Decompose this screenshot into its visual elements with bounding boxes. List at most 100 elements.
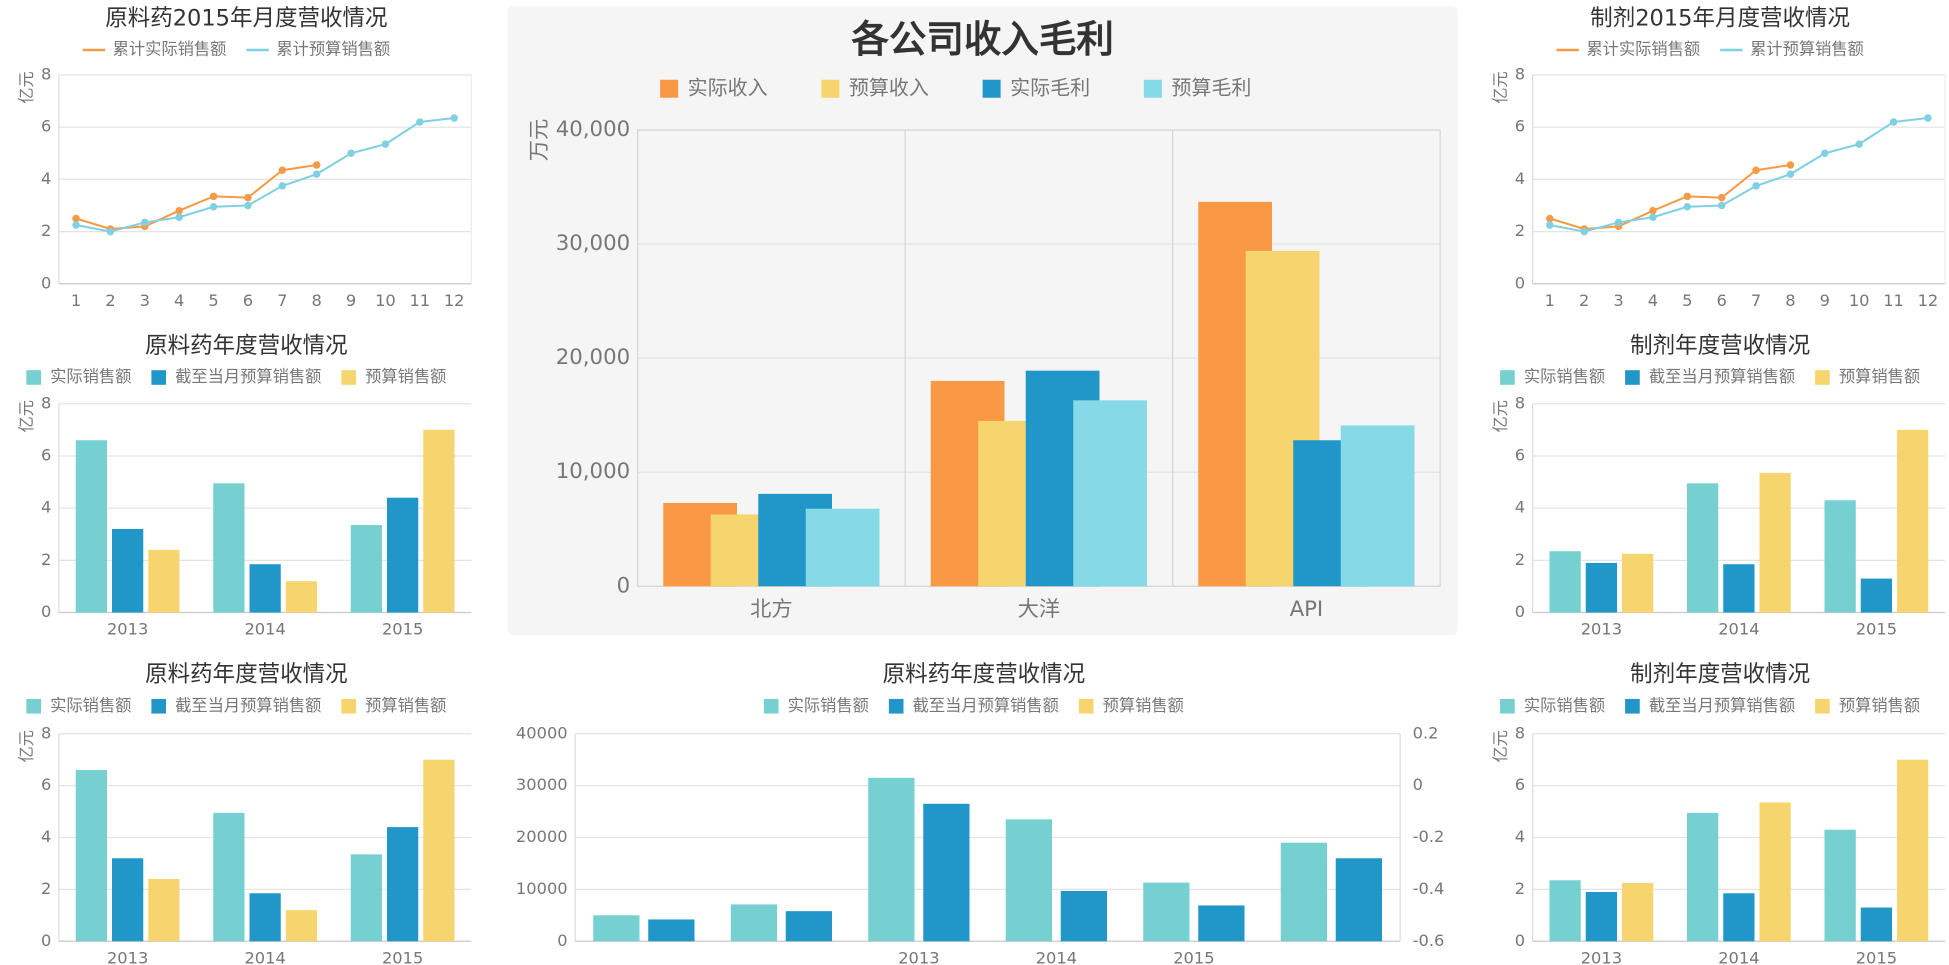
legend-label: 累计预算销售额 (276, 40, 390, 59)
y-tick-label: 8 (1515, 393, 1525, 412)
legend-label: 预算收入 (849, 75, 929, 99)
bar (350, 525, 382, 613)
x-tick-label: 2013 (1581, 948, 1622, 965)
legend-label: 累计实际销售额 (113, 40, 227, 59)
bar (1824, 829, 1856, 942)
bar (1585, 891, 1617, 942)
point (347, 149, 355, 158)
chart-title: 制剂2015年月度营收情况 (1590, 5, 1850, 31)
point (1924, 114, 1932, 122)
point (244, 193, 252, 202)
point (312, 170, 321, 178)
legend-label: 实际销售额 (50, 367, 131, 386)
legend-swatch (151, 698, 166, 714)
legend-swatch (888, 698, 904, 714)
point (1546, 221, 1554, 229)
point (141, 218, 149, 227)
point (1717, 193, 1726, 202)
line-series (75, 164, 317, 230)
bar (1759, 802, 1791, 942)
point (175, 206, 183, 215)
x-tick-label: 2014 (1718, 948, 1759, 965)
y2-tick-label: -0.4 (1413, 879, 1445, 898)
x-tick-label: 12 (444, 291, 465, 310)
y-tick-label: 8 (1515, 723, 1525, 742)
point (450, 114, 458, 122)
x-tick-label: 7 (1751, 291, 1761, 310)
y-tick-label: 8 (1515, 65, 1525, 84)
x-tick-label: 2 (1579, 291, 1589, 310)
bar (75, 770, 107, 942)
legend-swatch (821, 79, 840, 98)
x-tick-label: 6 (1717, 291, 1727, 310)
y-tick-label: 10,000 (556, 459, 630, 484)
line-series (1549, 117, 1929, 233)
legend-swatch (1500, 698, 1515, 714)
point (209, 203, 218, 211)
bar (785, 911, 832, 942)
y-tick-label: 4 (1515, 169, 1525, 188)
point (175, 213, 183, 221)
y-axis-label: 亿元 (1491, 71, 1510, 104)
point (1889, 118, 1898, 126)
y-tick-label: 2 (1515, 221, 1525, 240)
x-tick-label: 2015 (1856, 948, 1897, 965)
bar (112, 529, 144, 613)
legend-swatch (763, 698, 779, 714)
legend-label: 预算销售额 (365, 696, 446, 715)
x-tick-label: 北方 (750, 597, 793, 622)
x-tick-label: 8 (312, 291, 322, 310)
bar (350, 854, 382, 942)
bar (1143, 882, 1190, 942)
bar (1280, 842, 1327, 942)
point (1786, 170, 1795, 178)
y-tick-label: 8 (41, 393, 51, 412)
point (278, 182, 287, 190)
x-tick-label: 9 (1820, 291, 1830, 310)
y-tick-label: 6 (41, 445, 51, 464)
bar (1723, 893, 1755, 942)
point (1614, 218, 1623, 227)
point (1855, 140, 1863, 148)
y-tick-label: 6 (1515, 117, 1525, 136)
legend-label: 实际收入 (688, 75, 768, 99)
y-axis-label: 亿元 (17, 71, 36, 104)
y-tick-label: 8 (41, 65, 51, 84)
y-tick-label: 4 (1515, 498, 1525, 517)
bar (285, 581, 317, 613)
point (1683, 192, 1692, 201)
x-tick-label: 2015 (382, 948, 423, 965)
y-tick-label: 2 (1515, 879, 1525, 898)
bar (423, 429, 455, 613)
legend-swatch (341, 370, 356, 385)
y-tick-label: 6 (41, 775, 51, 794)
y-tick-label: 4 (41, 498, 51, 517)
point (1580, 227, 1588, 236)
bar (1549, 880, 1581, 942)
x-tick-label: 3 (1613, 291, 1623, 310)
legend-swatch (1143, 79, 1162, 98)
point (1683, 203, 1692, 211)
bar (1723, 564, 1755, 613)
x-tick-label: 2014 (1718, 620, 1759, 639)
bar (249, 893, 281, 942)
point (209, 192, 218, 201)
y2-tick-label: -0.2 (1413, 827, 1445, 846)
bar (1622, 553, 1654, 613)
point (1649, 213, 1657, 221)
chart-title: 各公司收入毛利 (851, 17, 1114, 61)
bar (593, 915, 640, 942)
y-tick-label: 30000 (516, 775, 568, 794)
legend-swatch (1815, 370, 1830, 385)
y-tick-label: 0 (1515, 931, 1525, 950)
point (72, 214, 80, 223)
legend-swatch (660, 79, 679, 98)
x-tick-label: 10 (1849, 291, 1870, 310)
bar (112, 858, 144, 942)
bar (1340, 425, 1415, 587)
bar (805, 508, 880, 587)
x-tick-label: 4 (1648, 291, 1658, 310)
x-tick-label: 2015 (1173, 948, 1214, 965)
x-tick-label: 10 (375, 291, 396, 310)
